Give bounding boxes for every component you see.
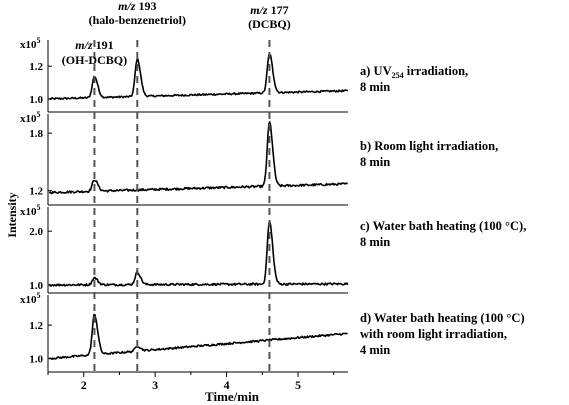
y-tick-label: 1.0 (29, 280, 43, 292)
panel-d: 1.0 1.2 x105 d) Water bath heating (100 °C)… (20, 291, 525, 373)
marker-label-mz: m/z 177 (250, 3, 288, 17)
panel-annotation-line: 4 min (360, 343, 390, 357)
scale-label: x105 (20, 291, 41, 306)
panel-annotation-line: 8 min (360, 235, 390, 249)
chromatogram-trace (48, 121, 348, 195)
marker-labels-layer: m/z 191(OH-DCBQ) m/z 193(halo-benzenetrio… (62, 0, 291, 67)
marker-label-compound: (halo-benzenetriol) (89, 13, 186, 27)
scale-label: x105 (20, 36, 41, 51)
y-tick-label: 1.0 (29, 354, 43, 366)
panel-b: 1.2 1.8 x105 b) Room light irradiation, 8 mi… (20, 110, 498, 206)
panel-a: 1.0 1.2 x105 a) UV254 irradiation,8 min (20, 36, 468, 113)
x-tick-label: 5 (295, 378, 301, 392)
marker-lines-layer (93, 40, 271, 372)
marker-label-mz: m/z 193 (118, 0, 156, 13)
marker-label-compound: (OH-DCBQ) (62, 53, 127, 67)
chromatogram-trace (48, 313, 348, 361)
panel-annotation-line: a) UV254 irradiation, (360, 64, 468, 80)
panel-annotation-line: c) Water bath heating (100 °C), (360, 219, 526, 233)
marker-label-compound: (DCBQ) (248, 17, 291, 31)
panel-annotation-line: b) Room light irradiation, (360, 139, 498, 153)
y-axis-label: Intensity (5, 192, 19, 237)
panel-c: 1.0 2.0 x105 c) Water bath heating (100 °C)… (20, 203, 526, 294)
marker-label-mz: m/z 191 (75, 38, 113, 52)
x-tick-label: 4 (224, 378, 230, 392)
y-tick-label: 1.2 (29, 186, 43, 198)
y-tick-label: 1.2 (29, 61, 43, 73)
y-tick-label: 2.0 (29, 226, 43, 238)
chromatogram-trace (48, 220, 349, 287)
x-axis: 2 3 4 5 (47, 372, 335, 392)
scale-label: x105 (20, 203, 41, 218)
panel-annotation-line: 8 min (360, 80, 390, 94)
x-tick-label: 2 (81, 378, 87, 392)
scale-label: x105 (20, 110, 41, 125)
x-tick-label: 3 (152, 378, 158, 392)
x-axis-label: Time/min (205, 389, 260, 404)
panel-annotation-line: with room light irradiation, (360, 327, 507, 341)
panel-annotation-line: d) Water bath heating (100 °C) (360, 311, 525, 325)
panel-annotation-line: 8 min (360, 155, 390, 169)
y-tick-label: 1.0 (29, 94, 43, 106)
y-tick-label: 1.8 (29, 128, 43, 140)
chromatogram-trace (48, 53, 349, 101)
y-tick-label: 1.2 (29, 320, 43, 332)
